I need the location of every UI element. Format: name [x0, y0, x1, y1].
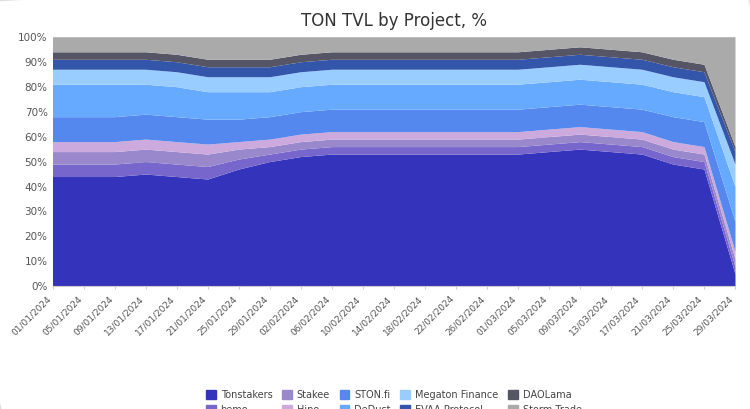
Title: TON TVL by Project, %: TON TVL by Project, % — [301, 12, 487, 30]
Legend: Tonstakers, bemo, Stakee, Hipo, STON.fi, DeDust, Megaton Finance, EVAA Protocol,: Tonstakers, bemo, Stakee, Hipo, STON.fi,… — [202, 386, 586, 409]
